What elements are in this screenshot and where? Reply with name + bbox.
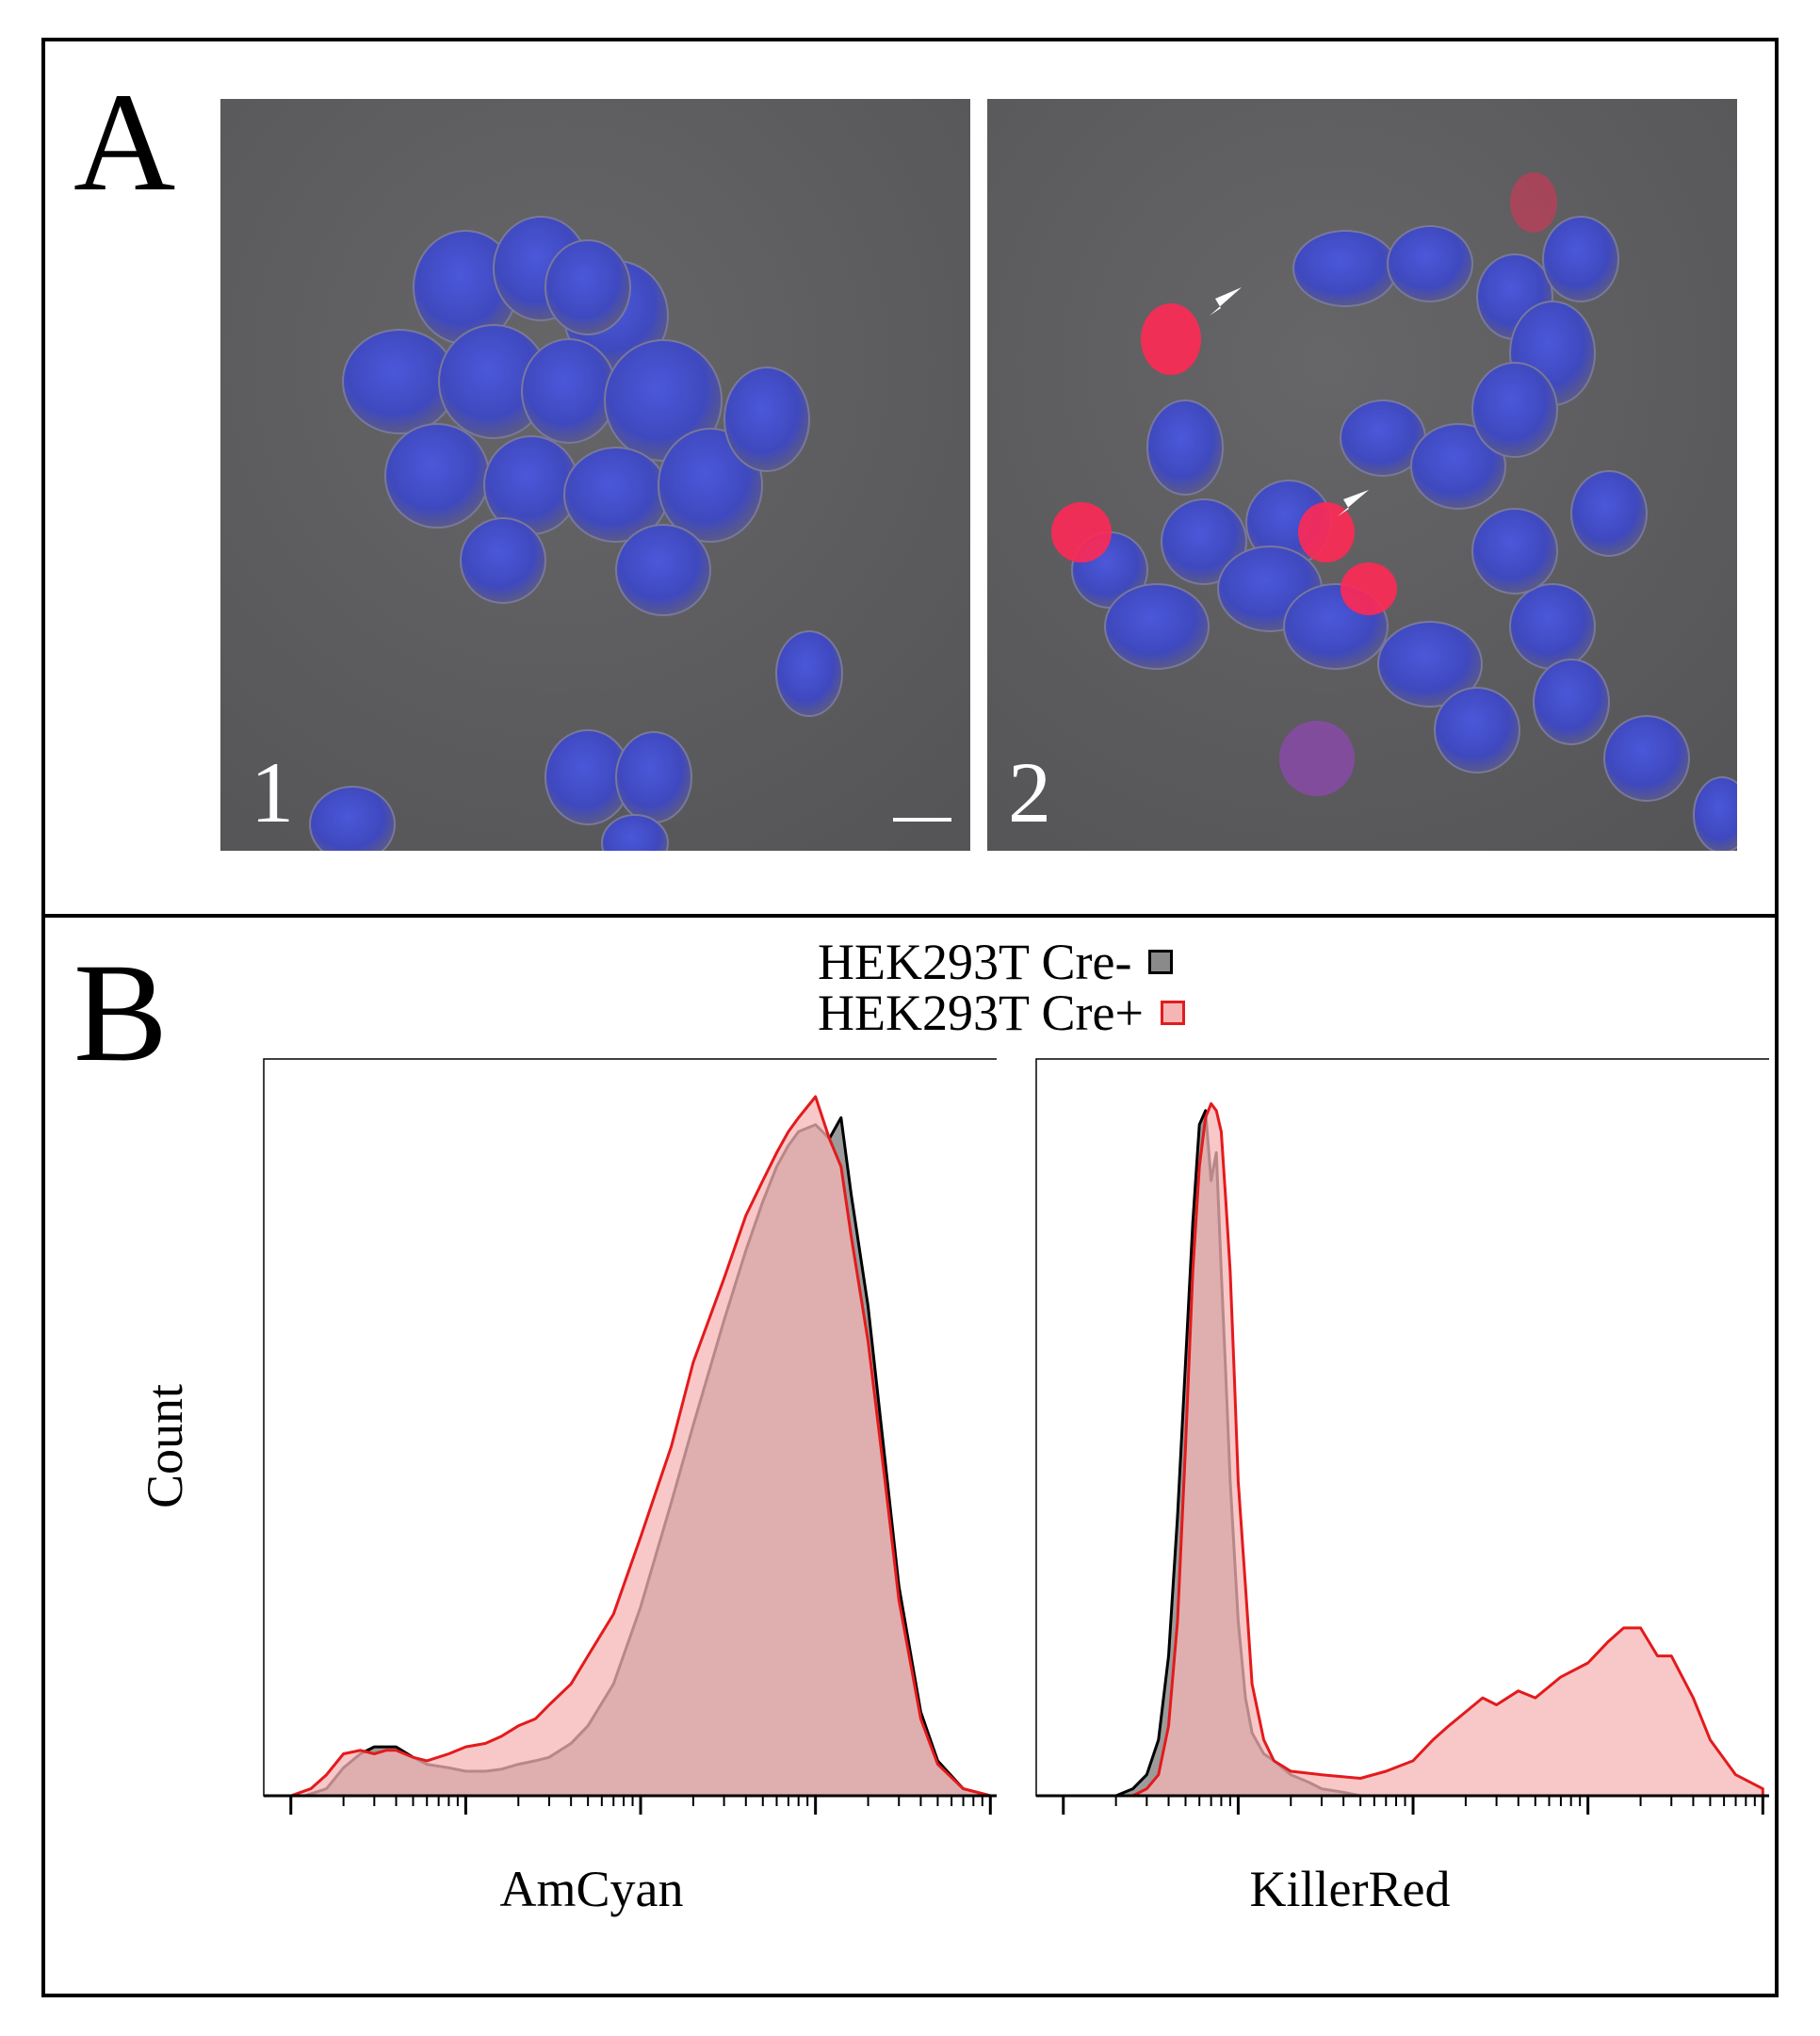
y-axis-label: Count [137, 1383, 193, 1509]
histogram-killerred: 100101102103104 [1035, 1058, 1769, 1815]
micrograph-1-number: 1 [251, 744, 294, 840]
legend-item-cre-neg: HEK293T Cre- [818, 934, 1174, 990]
histogram-amcyan: 100101102103104 [263, 1058, 997, 1815]
panel-b-letter: B [73, 935, 169, 1091]
micrograph-2-number: 2 [1008, 744, 1051, 840]
arrowhead-icon [1210, 287, 1242, 316]
micrograph-2: 2 [987, 99, 1737, 851]
series-area [290, 1097, 991, 1796]
series-area [1132, 1103, 1763, 1796]
micrograph-1: 1 [220, 99, 970, 851]
micrograph-2-cells [987, 99, 1737, 851]
legend-swatch [1160, 1001, 1185, 1025]
scale-bar [893, 818, 951, 822]
arrowhead-icon [1338, 490, 1369, 516]
series-line [289, 1095, 991, 1798]
panel-a: A [41, 38, 1779, 921]
legend-item-cre-pos: HEK293T Cre+ [818, 987, 1185, 1038]
legend-swatch [1148, 950, 1174, 974]
legend-label: HEK293T Cre+ [818, 985, 1144, 1041]
panel-b: B HEK293T Cre- HEK293T Cre+ Count 100101… [41, 914, 1779, 1997]
micrograph-1-cells [220, 99, 970, 851]
legend-label: HEK293T Cre- [818, 934, 1132, 990]
panel-a-letter: A [73, 64, 176, 220]
x-axis-label-killerred: KillerRed [1249, 1861, 1451, 1917]
series-line [1131, 1101, 1764, 1798]
x-axis-label-amcyan: AmCyan [499, 1861, 684, 1917]
